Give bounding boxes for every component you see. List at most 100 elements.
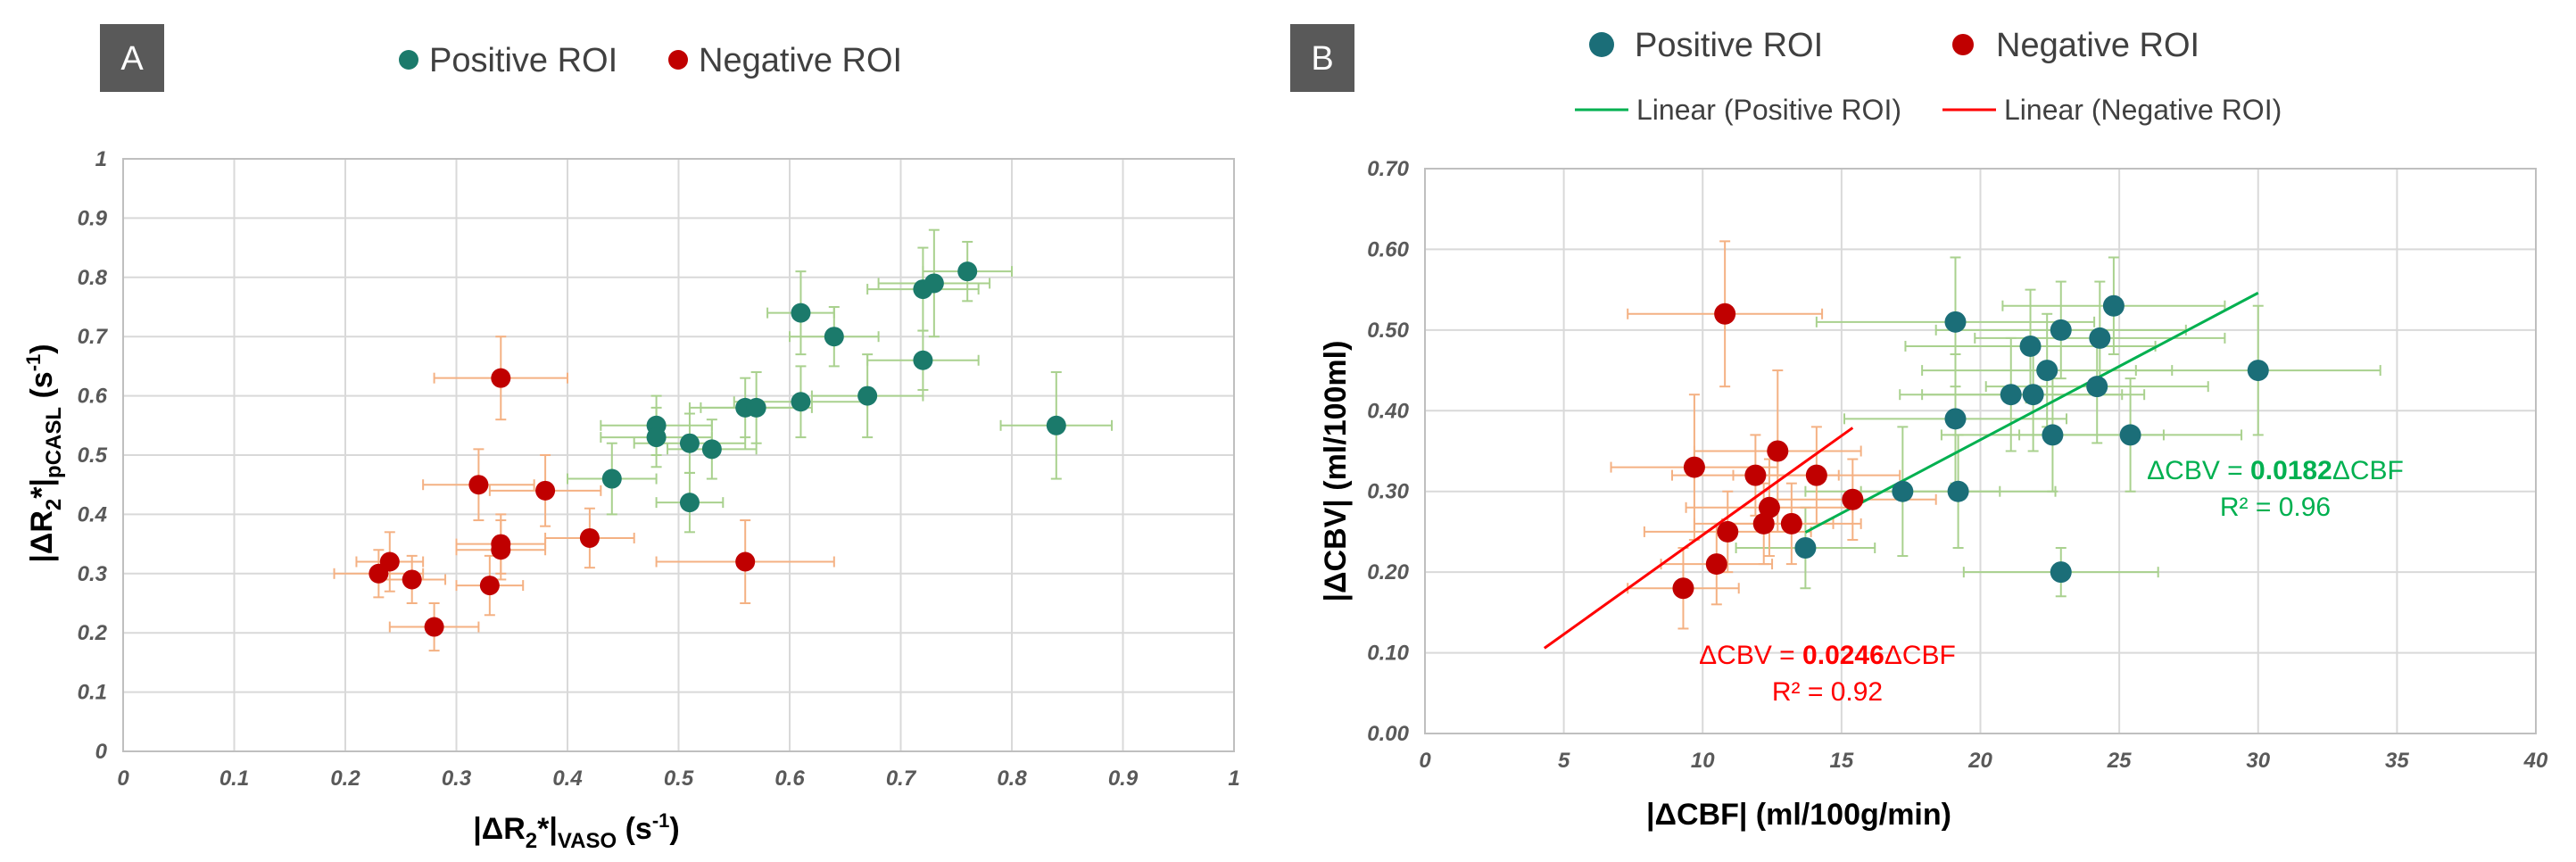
x-tick-label: 10 — [1691, 749, 1715, 773]
positive-roi-point — [679, 493, 700, 513]
panel-a-badge — [100, 24, 164, 92]
negative-roi-point — [1805, 464, 1827, 486]
panel-b-ticks: 0 5 10 15 20 25 30 35 40 0.00 0.10 0.20 0.30 0.40 0.50… — [1367, 157, 2548, 773]
y-tick-label: 0.1 — [78, 681, 107, 705]
panel-a-y-axis-label: |ΔR2*|pCASL (s-1) — [22, 344, 66, 562]
legend-b-positive-marker — [1589, 32, 1614, 57]
negative-roi-point — [424, 617, 444, 637]
panel-a-points — [369, 261, 1066, 637]
positive-roi-point — [646, 427, 667, 448]
y-tick-label: 0 — [95, 740, 108, 764]
positive-roi-point — [679, 433, 700, 453]
y-tick-label: 0.2 — [78, 621, 108, 645]
negative-roi-point — [491, 368, 511, 388]
panel-a-grid — [122, 158, 1235, 752]
negative-roi-point — [1758, 496, 1780, 518]
panel-b-legend: Positive ROI Negative ROI Linear (Positi… — [1575, 27, 2282, 126]
positive-roi-point — [1944, 408, 1967, 430]
positive-roi-point — [2050, 561, 2072, 584]
legend-b-negative-marker — [1952, 34, 1974, 55]
negative-roi-point — [1744, 464, 1767, 486]
panel-a-error-bars — [333, 228, 1114, 652]
panel-a-legend: Positive ROI Negative ROI — [399, 42, 902, 79]
negative-roi-point — [479, 576, 500, 596]
x-tick-label: 40 — [2523, 749, 2548, 773]
panel-b-error-bars — [1610, 240, 2381, 630]
positive-fit-r2: R² = 0.96 — [2220, 493, 2331, 522]
x-tick-label: 0.3 — [442, 767, 472, 791]
negative-roi-point — [402, 569, 422, 590]
x-tick-label: 25 — [2107, 749, 2132, 773]
panel-b-grid — [1424, 168, 2537, 734]
x-tick-label: 20 — [1967, 749, 1992, 773]
panel-b-letter: B — [1311, 40, 1333, 78]
positive-roi-point — [2042, 424, 2064, 446]
legend-b-neg-line-label: Linear (Negative ROI) — [2004, 94, 2282, 126]
x-tick-label: 0.2 — [330, 767, 360, 791]
negative-roi-point — [735, 551, 756, 572]
positive-roi-point — [2102, 294, 2125, 317]
x-tick-label: 30 — [2246, 749, 2270, 773]
positive-roi-point — [2000, 384, 2022, 406]
positive-roi-point — [791, 303, 811, 323]
panel-b-x-axis-label: |ΔCBF| (ml/100g/min) — [1646, 798, 1951, 832]
y-tick-label: 0.50 — [1367, 319, 1409, 343]
positive-roi-point — [1947, 480, 1969, 502]
panel-a-ticks: 0 0.1 0.2 0.3 0.4 0.5 0.6 0.7 0.8 0.9 1 0 0.1 0.2 0.3 0… — [78, 147, 1240, 791]
negative-roi-point — [1714, 303, 1736, 325]
y-tick-label: 0.00 — [1367, 722, 1409, 746]
negative-fit-r2: R² = 0.92 — [1772, 677, 1883, 707]
negative-roi-point — [491, 540, 511, 560]
legend-positive-marker — [399, 50, 418, 70]
positive-roi-point — [701, 439, 722, 460]
x-tick-label: 1 — [1228, 767, 1239, 791]
positive-roi-point — [824, 327, 844, 347]
panel-a-x-axis-label: |ΔR2*|VASO (s-1) — [473, 809, 679, 853]
positive-roi-point — [957, 261, 978, 282]
positive-roi-point — [1892, 480, 1914, 502]
positive-roi-point — [1944, 311, 1967, 333]
x-tick-label: 0 — [1419, 749, 1431, 773]
y-tick-label: 0.30 — [1367, 480, 1409, 504]
x-tick-label: 5 — [1558, 749, 1570, 773]
negative-roi-point — [1842, 488, 1864, 510]
positive-fit-line — [1804, 291, 2259, 534]
y-tick-label: 0.8 — [78, 266, 108, 290]
legend-positive-label: Positive ROI — [429, 42, 617, 79]
y-tick-label: 0.4 — [78, 502, 107, 526]
negative-roi-point — [379, 551, 400, 572]
y-tick-label: 0.3 — [78, 562, 108, 586]
legend-negative-label: Negative ROI — [699, 42, 902, 79]
positive-fit-equation: ΔCBV = 0.0182ΔCBF — [2147, 456, 2404, 485]
positive-roi-point — [2019, 335, 2042, 357]
legend-negative-marker — [668, 50, 688, 70]
negative-roi-point — [1672, 577, 1694, 600]
positive-roi-point — [1046, 415, 1066, 435]
negative-roi-point — [1780, 512, 1802, 535]
panel-b-points — [1672, 294, 2269, 600]
legend-b-pos-line-label: Linear (Positive ROI) — [1636, 94, 1901, 126]
panel-b-y-axis-label: |ΔCBV| (ml/100ml) — [1319, 341, 1353, 602]
legend-b-positive-label: Positive ROI — [1635, 27, 1823, 64]
negative-roi-point — [1683, 456, 1705, 478]
y-tick-label: 0.6 — [78, 385, 108, 409]
negative-roi-point — [1767, 440, 1789, 462]
positive-roi-point — [791, 392, 811, 412]
y-tick-label: 0.5 — [78, 443, 108, 468]
positive-roi-point — [924, 273, 944, 294]
x-tick-label: 15 — [1830, 749, 1854, 773]
y-tick-label: 0.7 — [78, 325, 109, 349]
x-tick-label: 0.5 — [664, 767, 694, 791]
x-tick-label: 0.9 — [1108, 767, 1139, 791]
legend-b-negative-label: Negative ROI — [1996, 27, 2199, 64]
panel-a: A 0 0.1 0.2 0.3 0.4 0.5 0.6 0.7 0.8 0.9 1 0 0.1 0.2 0.… — [22, 24, 1240, 853]
negative-roi-point — [1705, 553, 1727, 576]
x-tick-label: 0.4 — [552, 767, 582, 791]
positive-roi-point — [2036, 360, 2058, 382]
plot-frame — [122, 158, 1235, 752]
negative-roi-point — [1752, 512, 1775, 535]
positive-roi-point — [2089, 327, 2111, 349]
negative-roi-point — [535, 480, 556, 501]
negative-fit-line — [1543, 427, 1854, 650]
